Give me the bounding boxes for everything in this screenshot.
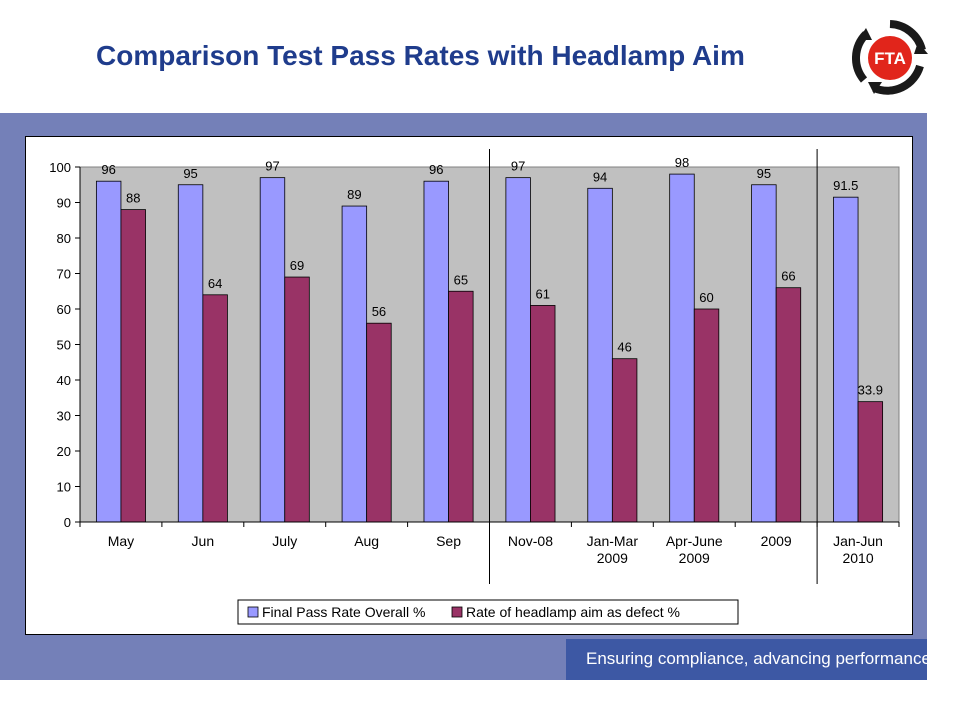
bar-headlamp-defect-rate bbox=[857, 401, 884, 523]
bar-headlamp-defect-rate bbox=[366, 322, 392, 523]
bar-final-pass-rate bbox=[505, 177, 531, 523]
y-tick-label: 10 bbox=[57, 480, 71, 495]
y-tick-label: 80 bbox=[57, 231, 71, 246]
data-label: 96 bbox=[429, 162, 443, 177]
data-label: 56 bbox=[372, 304, 386, 319]
data-label: 60 bbox=[699, 290, 713, 305]
bar-final-pass-rate bbox=[423, 180, 449, 523]
data-label: 97 bbox=[511, 159, 525, 174]
x-tick-label: Aug bbox=[354, 533, 379, 549]
logo-text: FTA bbox=[874, 49, 906, 68]
data-label: 61 bbox=[536, 286, 550, 301]
bar-headlamp-defect-rate bbox=[611, 358, 638, 523]
bar-headlamp-defect-rate bbox=[284, 276, 310, 523]
bar-final-pass-rate bbox=[259, 177, 286, 523]
fta-logo: FTA bbox=[852, 20, 928, 95]
y-tick-label: 40 bbox=[57, 373, 71, 388]
y-tick-label: 70 bbox=[57, 267, 71, 282]
y-tick-label: 60 bbox=[57, 302, 71, 317]
y-tick-label: 50 bbox=[57, 338, 71, 353]
data-label: 94 bbox=[593, 169, 607, 184]
logo-disc bbox=[868, 36, 912, 80]
y-tick-label: 30 bbox=[57, 409, 71, 424]
x-tick-label: 2010 bbox=[842, 550, 873, 566]
legend-entry: Final Pass Rate Overall % bbox=[262, 604, 425, 620]
data-label: 95 bbox=[757, 166, 771, 181]
data-label: 69 bbox=[290, 258, 304, 273]
bar-final-pass-rate bbox=[587, 187, 613, 523]
y-tick-label: 100 bbox=[49, 160, 71, 175]
bar-final-pass-rate bbox=[341, 205, 368, 523]
data-label: 96 bbox=[101, 162, 115, 177]
data-label: 98 bbox=[675, 155, 689, 170]
x-tick-label: July bbox=[272, 533, 297, 549]
x-tick-label: Jan-Jun bbox=[833, 533, 883, 549]
bar-headlamp-defect-rate bbox=[530, 305, 556, 523]
x-tick-label: 2009 bbox=[679, 550, 710, 566]
data-label: 89 bbox=[347, 187, 361, 202]
y-tick-label: 20 bbox=[57, 444, 71, 459]
x-tick-label: Apr-June bbox=[666, 533, 723, 549]
x-tick-label: Jun bbox=[192, 533, 215, 549]
bar-final-pass-rate bbox=[669, 173, 695, 523]
bar-final-pass-rate bbox=[833, 196, 859, 523]
footer-band: Ensuring compliance, advancing performan… bbox=[566, 639, 931, 680]
bar-headlamp-defect-rate bbox=[448, 290, 474, 523]
data-label: 65 bbox=[454, 272, 468, 287]
x-tick-label: 2009 bbox=[761, 533, 792, 549]
y-tick-label: 0 bbox=[64, 515, 71, 530]
bar-final-pass-rate bbox=[95, 180, 122, 523]
legend-swatch bbox=[247, 606, 259, 618]
bar-headlamp-defect-rate bbox=[120, 209, 146, 523]
data-label: 91.5 bbox=[833, 178, 858, 193]
bar-headlamp-defect-rate bbox=[775, 287, 802, 523]
data-label: 97 bbox=[265, 159, 279, 174]
x-tick-label: Nov-08 bbox=[508, 533, 553, 549]
data-label: 46 bbox=[617, 340, 631, 355]
legend-swatch bbox=[451, 606, 463, 618]
data-label: 66 bbox=[781, 269, 795, 284]
bar-final-pass-rate bbox=[177, 184, 204, 523]
data-label: 88 bbox=[126, 191, 140, 206]
logo-ring-icon bbox=[852, 20, 928, 95]
legend-entry: Rate of headlamp aim as defect % bbox=[466, 604, 680, 620]
x-tick-label: Sep bbox=[436, 533, 461, 549]
x-tick-label: 2009 bbox=[597, 550, 628, 566]
data-label: 95 bbox=[183, 166, 197, 181]
bar-headlamp-defect-rate bbox=[202, 294, 228, 523]
bar-final-pass-rate bbox=[751, 184, 777, 523]
y-tick-label: 90 bbox=[57, 196, 71, 211]
x-tick-label: Jan-Mar bbox=[587, 533, 639, 549]
legend bbox=[237, 599, 739, 625]
x-tick-label: May bbox=[108, 533, 134, 549]
bar-headlamp-defect-rate bbox=[693, 308, 720, 523]
chart-container: 0 10 20 30 40 50 60 70 80 90 100 96 88 May 95 64 Jun 97 69… bbox=[25, 136, 913, 635]
data-label: 64 bbox=[208, 276, 222, 291]
bar-chart: 0 10 20 30 40 50 60 70 80 90 100 96 88 May 95 64 Jun 97 69… bbox=[49, 149, 900, 625]
footer-tagline: Ensuring compliance, advancing performan… bbox=[586, 649, 931, 668]
page-title: Comparison Test Pass Rates with Headlamp… bbox=[96, 40, 745, 71]
data-label: 33.9 bbox=[858, 383, 883, 398]
